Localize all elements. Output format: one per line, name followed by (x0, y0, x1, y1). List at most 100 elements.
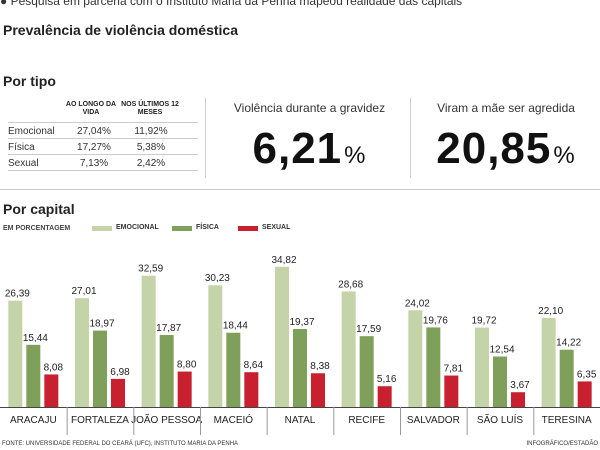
data-label-fisica: 15,44 (23, 333, 48, 344)
bar-emocional (208, 285, 223, 407)
data-label-sexual: 8,80 (177, 360, 197, 371)
category-label: RECIFE (348, 415, 385, 426)
bar-sexual (377, 386, 392, 407)
page-title: Prevalência de violência doméstica (3, 22, 239, 38)
table-divider (8, 122, 198, 123)
category-label: SÃO LUÍS (477, 413, 523, 426)
legend-label-emocional: EMOCIONAL (116, 224, 159, 231)
credit-note: INFOGRÁFICO/ESTADÃO (526, 441, 598, 447)
legend-swatch-emocional (92, 226, 112, 231)
kpi-label-mother-assaulted: Viram a mãe ser agredida (437, 101, 575, 115)
category-label: MACEIÓ (214, 413, 254, 426)
data-label-fisica: 18,44 (223, 321, 248, 332)
bar-sexual (44, 374, 59, 407)
bar-emocional (275, 266, 289, 407)
legend-label-fisica: FÍSICA (196, 224, 219, 231)
data-label-emocional: 28,68 (338, 279, 363, 290)
category-label: JOÃO PESSOA (131, 413, 202, 426)
data-label-emocional: 30,23 (205, 273, 230, 284)
data-label-emocional: 22,10 (538, 306, 563, 317)
vertical-divider (205, 98, 206, 178)
kpi-value-pregnancy: 6,21% (212, 124, 407, 174)
bar-emocional (408, 310, 423, 407)
data-label-sexual: 7,81 (444, 364, 464, 375)
row-value-lifetime: 17,27% (77, 142, 111, 153)
data-label-fisica: 14,22 (556, 338, 581, 349)
row-value-lifetime: 7,13% (79, 158, 109, 169)
subheading: ● Pesquisa em parceria com o Instituto M… (0, 0, 463, 8)
category-label: ARACAJU (10, 415, 57, 426)
legend-swatch-fisica (172, 226, 192, 231)
data-label-fisica: 18,97 (89, 319, 114, 330)
bar-sexual (311, 373, 325, 407)
bar-fisica (559, 349, 574, 407)
bar-fisica (93, 330, 107, 407)
data-label-fisica: 19,76 (423, 315, 448, 326)
bar-emocional (541, 317, 556, 407)
row-value-lifetime: 27,04% (77, 126, 111, 137)
row-value-12-months: 11,92% (134, 126, 168, 137)
column-header-12-months: NOS ÚLTIMOS 12 MESES (121, 101, 179, 116)
data-label-fisica: 17,87 (156, 323, 181, 334)
data-label-sexual: 6,98 (110, 367, 130, 378)
kpi-value-mother-assaulted: 20,85% (412, 124, 600, 174)
bar-chart: 26,39 15,44 8,08 ARACAJU 27,01 18,97 6,98 FORTA… (0, 255, 600, 435)
kpi-number: 6,21 (252, 124, 343, 173)
data-label-emocional: 32,59 (138, 264, 163, 275)
source-note: FONTE: UNIVERSIDADE FEDERAL DO CEARÁ (UF… (2, 441, 239, 447)
legend-label-sexual: SEXUAL (262, 224, 291, 231)
bar-fisica (493, 356, 507, 407)
kpi-unit: % (344, 142, 367, 169)
data-label-sexual: 8,64 (244, 360, 264, 371)
row-label: Emocional (8, 126, 55, 137)
data-label-fisica: 12,54 (489, 344, 514, 355)
data-label-emocional: 26,39 (5, 289, 30, 300)
row-label: Sexual (8, 158, 39, 169)
bar-sexual (244, 372, 259, 407)
section-title-por-tipo: Por tipo (3, 73, 56, 89)
row-value-12-months: 5,38% (136, 142, 166, 153)
section-title-por-capital: Por capital (3, 201, 75, 217)
data-label-sexual: 8,38 (310, 361, 330, 372)
bar-sexual (111, 378, 125, 407)
data-label-sexual: 5,16 (377, 374, 397, 385)
bar-sexual (511, 392, 525, 407)
bar-emocional (8, 300, 23, 407)
kpi-label-pregnancy: Violência durante a gravidez (233, 101, 386, 115)
bar-fisica (426, 327, 441, 407)
category-label: SALVADOR (407, 415, 460, 426)
bar-sexual (444, 375, 459, 407)
table-row: Sexual 7,13% 2,42% (8, 156, 198, 171)
data-label-sexual: 6,35 (577, 369, 597, 380)
bar-sexual (177, 371, 192, 407)
data-label-emocional: 24,02 (405, 298, 430, 309)
data-label-fisica: 19,37 (289, 317, 314, 328)
section-divider (0, 189, 600, 190)
bar-fisica (359, 336, 374, 407)
kpi-unit: % (553, 142, 576, 169)
bar-emocional (341, 291, 356, 407)
bar-fisica (293, 328, 307, 407)
row-label: Física (8, 142, 35, 153)
bar-emocional (141, 275, 156, 407)
column-header-lifetime: AO LONGO DA VIDA (65, 101, 117, 116)
category-label: NATAL (285, 415, 316, 426)
table-row: Emocional 27,04% 11,92% (8, 124, 198, 139)
data-label-emocional: 27,01 (71, 286, 96, 297)
bar-fisica (159, 335, 174, 407)
vertical-divider (410, 98, 411, 178)
table-row: Física 17,27% 5,38% (8, 140, 198, 155)
data-label-sexual: 8,08 (44, 362, 64, 373)
bar-emocional (75, 298, 89, 407)
bar-sexual (577, 381, 592, 407)
data-label-emocional: 34,82 (271, 255, 296, 266)
bar-emocional (475, 327, 489, 407)
row-value-12-months: 2,42% (136, 158, 166, 169)
category-label: TERESINA (542, 415, 592, 426)
unit-note: EM PORCENTAGEM (3, 225, 71, 232)
legend-swatch-sexual (238, 226, 258, 231)
data-label-fisica: 17,59 (356, 324, 381, 335)
bar-fisica (226, 332, 241, 407)
data-label-sexual: 3,67 (510, 380, 530, 391)
data-label-emocional: 19,72 (471, 316, 496, 327)
